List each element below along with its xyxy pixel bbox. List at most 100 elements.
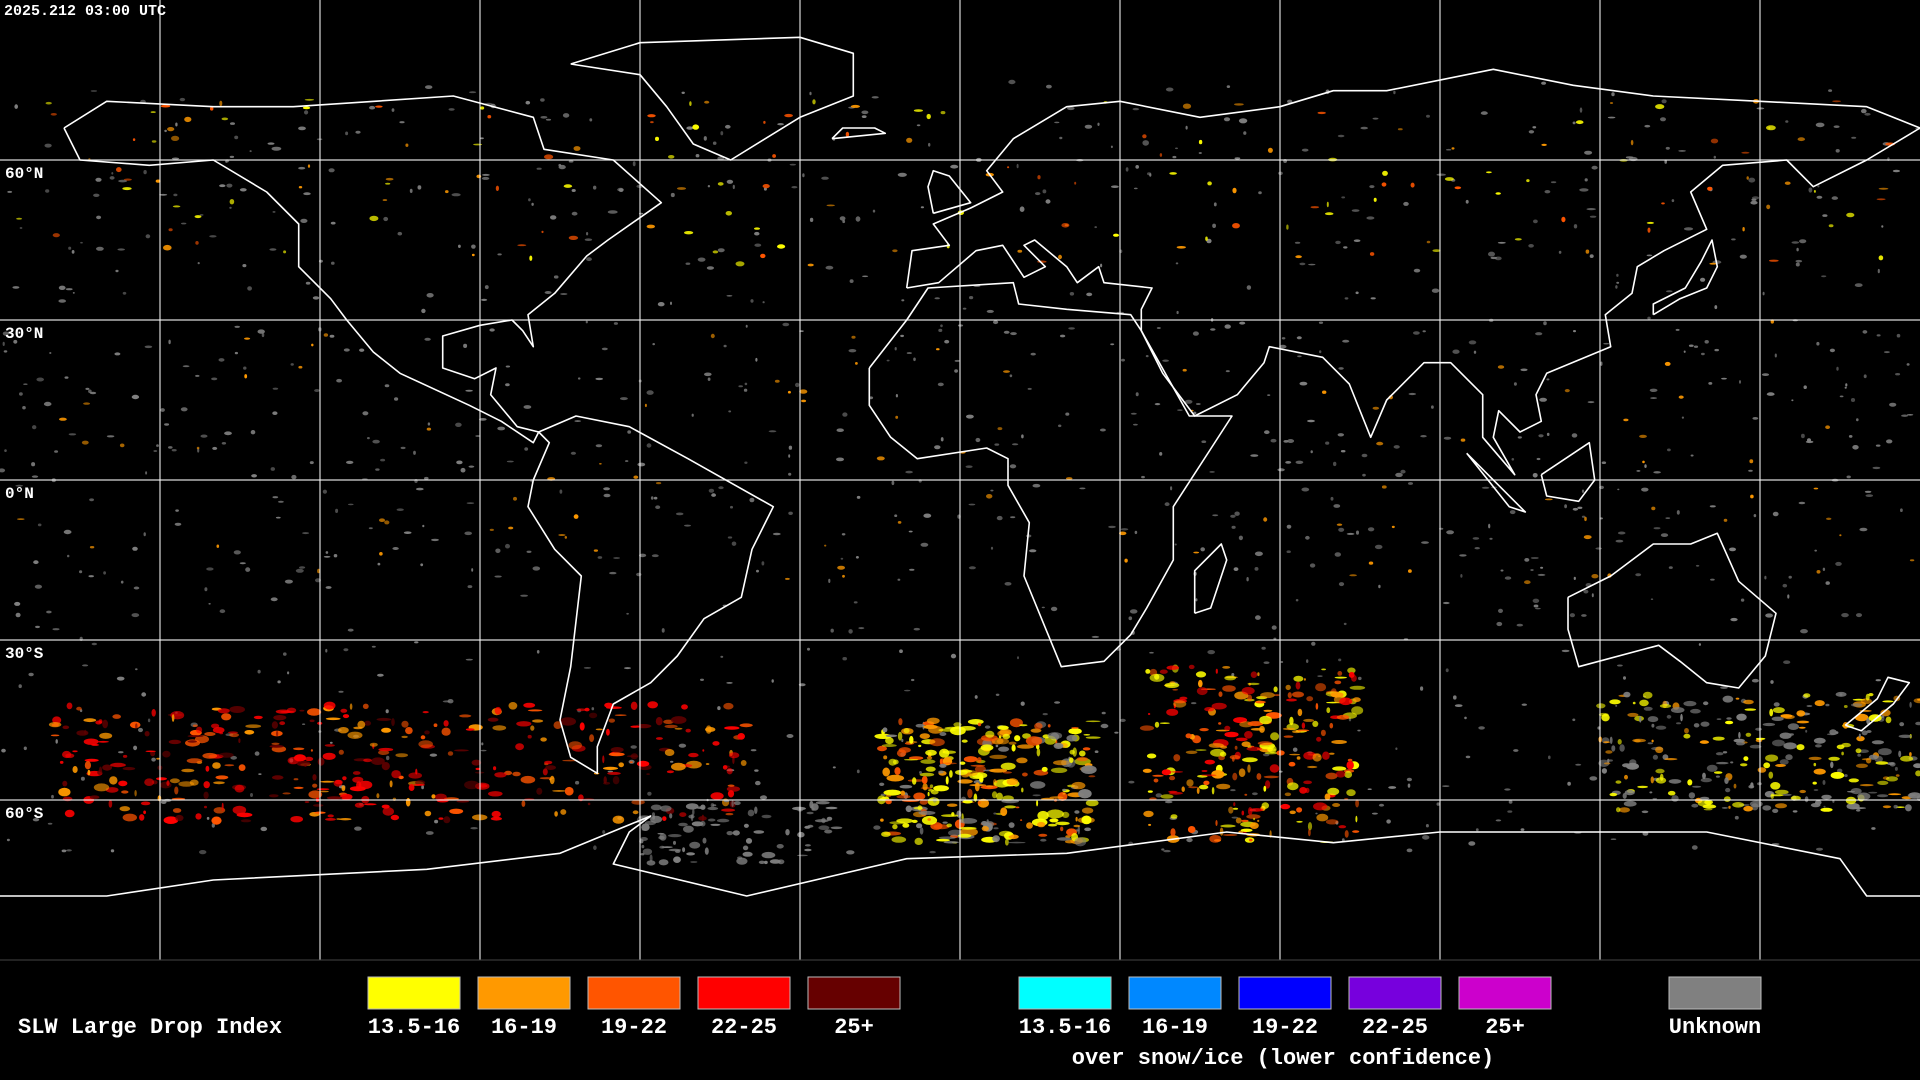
cloud-patch [178, 781, 195, 787]
cloud-patch [1722, 695, 1734, 703]
cloud-patch [168, 339, 171, 345]
cloud-patch [219, 184, 226, 188]
cloud-patch [275, 709, 291, 714]
cloud-patch [735, 261, 745, 267]
cloud-patch [589, 712, 598, 719]
cloud-patch [855, 556, 859, 559]
cloud-patch [479, 137, 484, 140]
cloud-patch [726, 767, 733, 775]
cloud-patch [1022, 772, 1028, 777]
cloud-patch [1789, 733, 1794, 736]
cloud-patch [1650, 397, 1657, 399]
cloud-patch [106, 435, 115, 438]
cloud-patch [143, 170, 147, 175]
cloud-patch [90, 90, 98, 92]
cloud-patch [1282, 727, 1295, 731]
cloud-patch [768, 430, 777, 433]
cloud-patch [1355, 815, 1358, 823]
cloud-patch [1795, 262, 1800, 267]
cloud-patch [1100, 723, 1109, 729]
cloud-patch [710, 333, 715, 339]
cloud-patch [1283, 735, 1294, 738]
cloud-patch [1815, 744, 1822, 748]
cloud-patch [559, 489, 563, 494]
cloud-patch [647, 791, 652, 796]
cloud-patch [304, 110, 309, 115]
cloud-patch [212, 727, 225, 734]
cloud-patch [239, 188, 247, 192]
cloud-patch [58, 787, 71, 797]
cloud-patch [343, 348, 350, 352]
cloud-patch [180, 407, 188, 412]
legend-swatch [1018, 976, 1112, 1010]
cloud-patch [1351, 209, 1360, 212]
cloud-patch [747, 809, 755, 817]
cloud-patch [525, 100, 531, 105]
cloud-patch [54, 450, 59, 453]
cloud-patch [1261, 802, 1270, 809]
cloud-patch [1876, 334, 1881, 337]
cloud-patch [1084, 827, 1091, 832]
cloud-patch [1207, 181, 1212, 186]
cloud-patch [934, 297, 940, 300]
cloud-patch [1772, 808, 1779, 814]
cloud-patch [1863, 374, 1867, 379]
cloud-patch [1355, 291, 1359, 295]
cloud-patch [487, 115, 492, 119]
cloud-patch [939, 758, 943, 765]
cloud-patch [1666, 714, 1672, 719]
cloud-patch [1047, 823, 1058, 827]
cloud-patch [1683, 227, 1694, 231]
cloud-patch [470, 827, 478, 830]
cloud-patch [230, 755, 237, 760]
cloud-patch [1859, 527, 1868, 532]
cloud-patch [1367, 788, 1372, 790]
cloud-patch [1143, 810, 1154, 818]
cloud-patch [943, 841, 959, 844]
cloud-patch [156, 444, 159, 447]
cloud-patch [1836, 744, 1845, 750]
cloud-patch [1259, 715, 1272, 725]
cloud-patch [1165, 87, 1174, 92]
cloud-patch [1906, 363, 1910, 366]
cloud-patch [1909, 752, 1912, 757]
cloud-patch [655, 136, 659, 141]
cloud-patch [1743, 756, 1749, 761]
cloud-patch [495, 185, 499, 191]
cloud-patch [553, 275, 559, 279]
cloud-patch [385, 182, 391, 185]
cloud-patch [91, 642, 98, 646]
cloud-patch [885, 734, 898, 738]
cloud-patch [740, 760, 747, 766]
cloud-patch [1002, 771, 1013, 774]
cloud-patch [1224, 675, 1237, 681]
cloud-patch [962, 799, 973, 804]
cloud-patch [1224, 324, 1231, 329]
cloud-patch [1446, 148, 1452, 151]
cloud-patch [1856, 736, 1865, 742]
cloud-patch [226, 183, 233, 188]
cloud-patch [540, 116, 548, 119]
cloud-patch [1530, 569, 1534, 571]
cloud-patch [684, 231, 694, 235]
coastline [1540, 441, 1596, 503]
cloud-patch [1234, 511, 1240, 516]
cloud-patch [1170, 771, 1184, 773]
cloud-patch [938, 770, 944, 774]
cloud-patch [1742, 227, 1745, 232]
cloud-patch [705, 727, 716, 732]
cloud-patch [1038, 833, 1048, 837]
cloud-patch [347, 731, 363, 739]
cloud-patch [1361, 453, 1368, 458]
cloud-patch [1330, 692, 1344, 698]
cloud-patch [1172, 689, 1179, 691]
cloud-patch [584, 707, 590, 712]
cloud-patch [424, 337, 431, 341]
cloud-patch [23, 383, 28, 386]
cloud-patch [661, 628, 665, 633]
cloud-patch [175, 122, 178, 127]
cloud-patch [517, 244, 527, 247]
cloud-patch [1683, 350, 1686, 353]
cloud-patch [1801, 433, 1805, 439]
cloud-patch [243, 366, 247, 370]
